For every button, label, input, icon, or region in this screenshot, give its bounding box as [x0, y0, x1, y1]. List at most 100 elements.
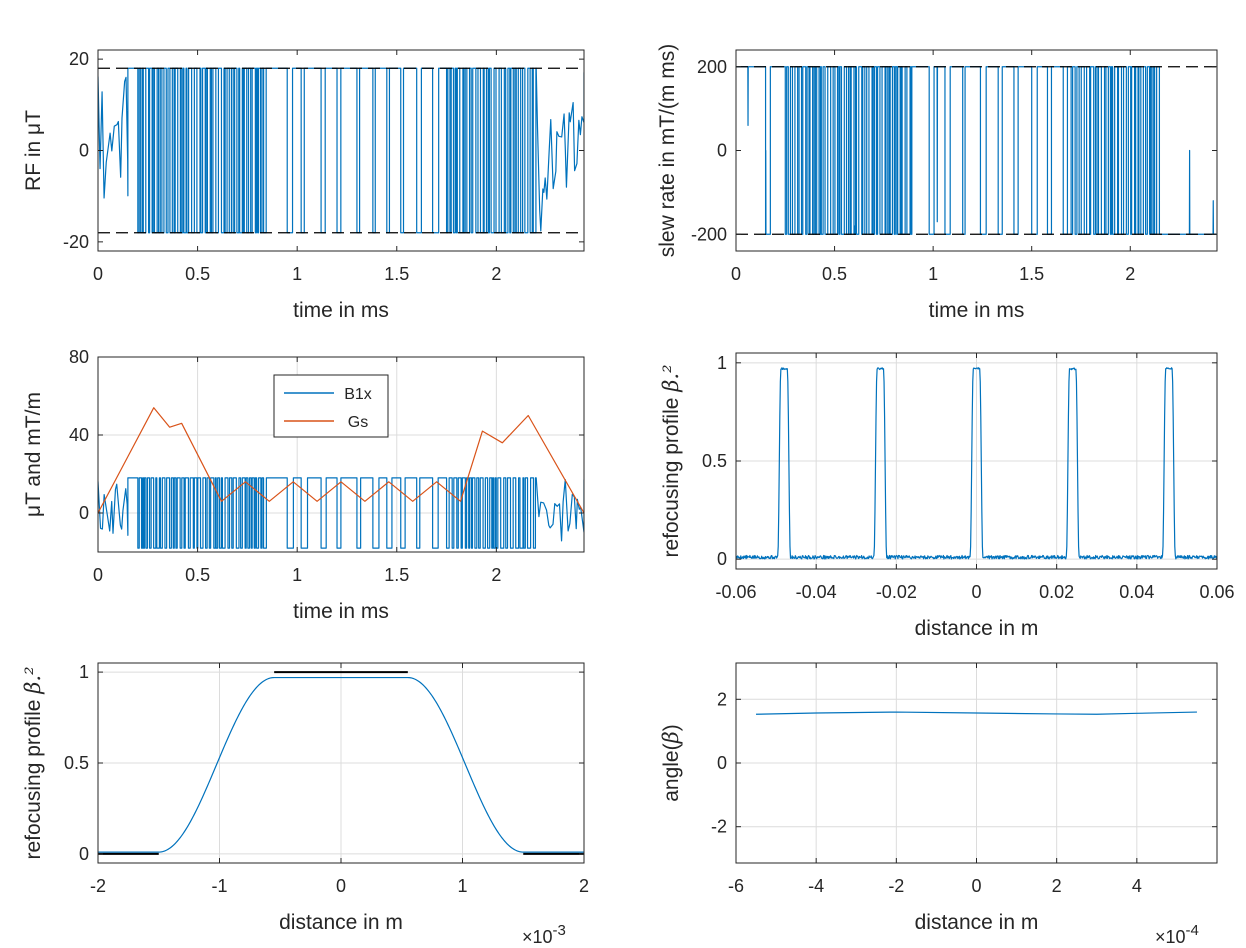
series-group — [98, 67, 584, 234]
y-tick-label: 0 — [717, 753, 727, 773]
legend-box — [273, 374, 389, 438]
chart-p3: 0 0.5 1 1.5 2 0 40 80 time in ms μT and mT/m B1x Gs — [22, 347, 585, 623]
x-tick-label: 0.02 — [1039, 582, 1074, 602]
y-axis-label-math: β — [659, 731, 683, 744]
y-tick-label: 80 — [69, 347, 89, 367]
x-tick-label: 1 — [292, 264, 302, 284]
series-group — [736, 66, 1217, 235]
x-axis-label: time in ms — [293, 299, 389, 322]
y-axis-label-text: angle( — [660, 743, 683, 801]
y-axis-label: angle(β) — [659, 724, 683, 802]
series-group — [736, 367, 1217, 560]
y-axis-label-math: β.² — [659, 365, 683, 393]
series-phase — [756, 711, 1197, 715]
series-profile — [98, 676, 584, 853]
x-tick-label: 0 — [731, 264, 741, 284]
x-tick-label: 1.5 — [1019, 264, 1044, 284]
y-axis-label-text: refocusing profile — [22, 700, 45, 860]
x-tick-label: 0 — [971, 876, 981, 896]
y-tick-label: 0 — [717, 141, 727, 161]
chart-p4: -0.06 -0.04 -0.02 0 0.02 0.04 0.06 0 0.5 1 distanc… — [659, 352, 1235, 640]
x-exponent-base: ×10 — [1155, 927, 1186, 947]
x-tick-label: 0.5 — [822, 264, 847, 284]
x-tick-label: 2 — [1125, 264, 1135, 284]
series-profile — [736, 367, 1217, 560]
x-tick-label: 1 — [928, 264, 938, 284]
x-axis-label: distance in m — [915, 911, 1039, 934]
x-tick-label: 0.06 — [1199, 582, 1234, 602]
y-axis-label: μT and mT/m — [22, 392, 45, 517]
axes-box — [97, 356, 585, 553]
plot-area — [736, 50, 1217, 251]
y-axis-label: refocusing profile β.² — [21, 667, 45, 860]
x-tick-label: -2 — [90, 876, 106, 896]
series-b1x — [98, 477, 584, 549]
legend-label: B1x — [344, 386, 372, 403]
y-tick-label: 1 — [79, 662, 89, 682]
y-axis-label-math: β.² — [21, 667, 45, 695]
y-tick-label: 0 — [717, 549, 727, 569]
x-axis-label: distance in m — [915, 617, 1039, 640]
chart-p5: -2 -1 0 1 2 0 0.5 1 distance in m ×10-3 refocusing… — [21, 662, 589, 947]
y-axis-label-close: ) — [660, 724, 683, 731]
y-axis-label-text: refocusing profile — [660, 398, 683, 558]
y-axis-label-text: RF in μT — [22, 110, 45, 191]
x-exponent-label: ×10-4 — [1155, 922, 1199, 947]
x-tick-label: 2 — [491, 565, 501, 585]
x-exponent-power: -4 — [1186, 922, 1199, 939]
y-tick-label: 1 — [717, 353, 727, 373]
x-exponent-power: -3 — [553, 922, 566, 939]
legend-label: Gs — [348, 414, 368, 431]
y-tick-label: 2 — [717, 689, 727, 709]
x-axis-label: time in ms — [929, 299, 1025, 322]
legend: B1x Gs — [273, 374, 389, 438]
y-tick-label: -2 — [711, 817, 727, 837]
y-tick-label: 0.5 — [702, 451, 727, 471]
y-tick-label: 0 — [79, 503, 89, 523]
series-group — [98, 407, 584, 549]
x-tick-label: -4 — [808, 876, 824, 896]
series-gs — [98, 407, 584, 514]
x-tick-label: 0.04 — [1119, 582, 1154, 602]
y-tick-label: -200 — [691, 224, 727, 244]
x-tick-label: 0.5 — [185, 264, 210, 284]
x-tick-label: -6 — [728, 876, 744, 896]
series-rf — [98, 67, 584, 234]
y-axis-label: slew rate in mT/(m ms) — [656, 44, 679, 258]
x-tick-label: 2 — [491, 264, 501, 284]
x-tick-label: -0.04 — [796, 582, 837, 602]
y-tick-label: 40 — [69, 425, 89, 445]
x-tick-label: 2 — [1052, 876, 1062, 896]
y-tick-label: 0 — [79, 844, 89, 864]
x-tick-label: 0.5 — [185, 565, 210, 585]
series-group — [756, 711, 1197, 715]
y-axis-label-text: μT and mT/m — [22, 392, 45, 517]
y-axis-label-text: slew rate in mT/(m ms) — [656, 44, 679, 258]
x-exponent-base: ×10 — [522, 927, 553, 947]
x-axis-label: distance in m — [279, 911, 403, 934]
x-tick-label: 4 — [1132, 876, 1142, 896]
y-tick-label: 0 — [79, 141, 89, 161]
x-exponent-label: ×10-3 — [522, 922, 566, 947]
x-tick-label: 2 — [579, 876, 589, 896]
x-tick-label: -0.02 — [876, 582, 917, 602]
x-tick-label: -0.06 — [715, 582, 756, 602]
x-tick-label: 0 — [971, 582, 981, 602]
y-tick-label: 200 — [697, 57, 727, 77]
y-tick-label: 0.5 — [64, 753, 89, 773]
x-tick-label: 1 — [292, 565, 302, 585]
x-axis-label: time in ms — [293, 600, 389, 623]
y-tick-label: 20 — [69, 49, 89, 69]
x-tick-label: 1.5 — [384, 264, 409, 284]
x-tick-label: 0 — [93, 565, 103, 585]
x-tick-label: -2 — [888, 876, 904, 896]
y-tick-label: -20 — [63, 232, 89, 252]
y-axis-label: RF in μT — [22, 110, 45, 191]
x-tick-label: -1 — [211, 876, 227, 896]
x-tick-label: 0 — [93, 264, 103, 284]
y-axis-label: refocusing profile β.² — [659, 365, 683, 558]
